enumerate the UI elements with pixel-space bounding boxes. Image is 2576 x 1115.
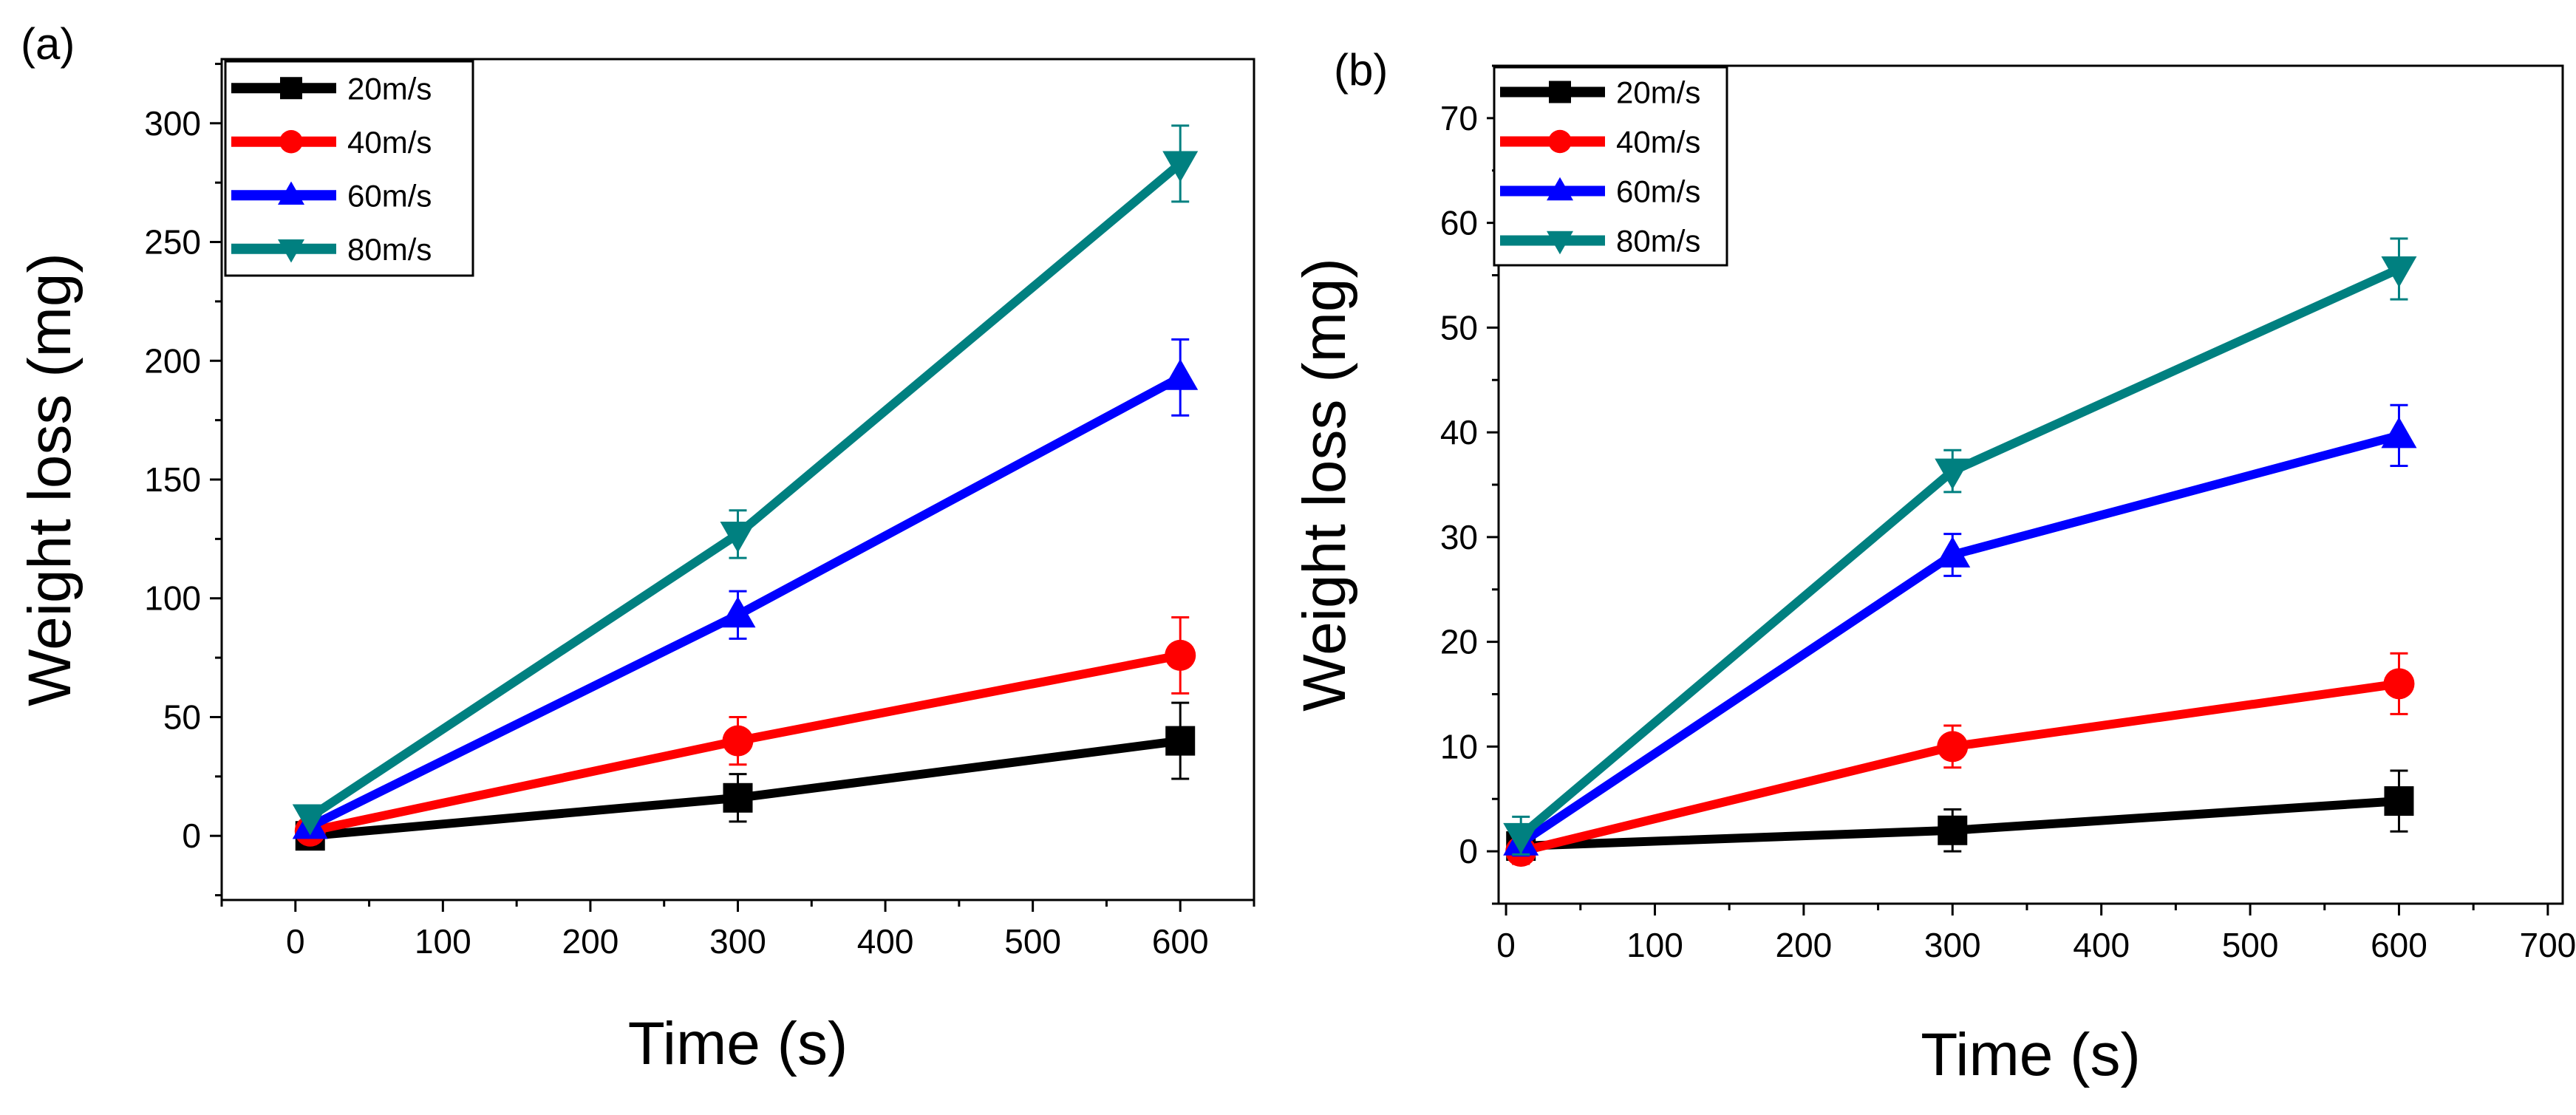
- y-tick-label: 150: [144, 460, 201, 499]
- x-tick-label: 600: [2371, 926, 2427, 964]
- data-point: [1165, 726, 1196, 756]
- x-tick-label: 600: [1152, 922, 1209, 961]
- y-axis-title: Weight loss (mg): [1291, 258, 1358, 712]
- x-tick-label: 400: [2073, 926, 2130, 964]
- x-tick-label: 300: [1924, 926, 1981, 964]
- legend-label: 80m/s: [347, 232, 432, 267]
- legend-label: 20m/s: [347, 71, 432, 106]
- data-point: [1938, 815, 1968, 845]
- data-point: [292, 804, 328, 836]
- legend: 20m/s 40m/s 60m/s 80m/s: [224, 60, 474, 277]
- x-axis-title: Time (s): [628, 1010, 848, 1077]
- data-point: [2381, 256, 2417, 287]
- chart-panel-a: (a) 0 100 200 300 400 500 600 0 50 100 150 200 250 300…: [16, 19, 1255, 1077]
- x-tick-label: 700: [2519, 926, 2576, 964]
- y-tick-label: 250: [144, 223, 201, 262]
- legend-label: 40m/s: [1616, 125, 1700, 160]
- x-tick-label: 500: [1004, 922, 1061, 961]
- data-point: [2383, 668, 2415, 700]
- y-tick-label: 200: [144, 341, 201, 380]
- x-tick-label: 400: [857, 922, 914, 961]
- y-tick-label: 50: [1440, 308, 1478, 347]
- legend-label: 80m/s: [1616, 224, 1700, 259]
- y-axis-title: Weight loss (mg): [16, 253, 84, 706]
- y-tick-label: 300: [144, 104, 201, 143]
- y-tick-label: 60: [1440, 204, 1478, 242]
- legend-marker: [1548, 129, 1572, 154]
- data-point: [1935, 536, 1971, 567]
- y-tick-label: 0: [1459, 832, 1478, 870]
- data-point: [1165, 639, 1196, 671]
- data-point: [1503, 822, 1539, 854]
- data-point: [1162, 358, 1199, 390]
- x-tick-label: 100: [1626, 926, 1683, 964]
- legend-marker: [1547, 177, 1573, 201]
- legend: 20m/s 40m/s 60m/s 80m/s: [1493, 66, 1728, 267]
- x-tick-label: 0: [1496, 926, 1516, 964]
- legend-marker: [280, 77, 302, 100]
- legend-marker: [278, 181, 304, 205]
- legend-label: 20m/s: [1616, 75, 1700, 110]
- data-point: [1162, 151, 1199, 183]
- legend-label: 60m/s: [1616, 174, 1700, 209]
- data-point: [2381, 417, 2417, 449]
- data-point: [1937, 731, 1969, 763]
- x-tick-label: 100: [415, 922, 471, 961]
- y-tick-label: 50: [163, 698, 201, 736]
- y-tick-label: 70: [1440, 99, 1478, 137]
- series-80m/s: [292, 124, 1199, 836]
- series-line: [1518, 431, 2401, 847]
- x-tick-label: 0: [286, 922, 305, 961]
- legend-label: 40m/s: [347, 125, 432, 160]
- x-tick-label: 300: [709, 922, 766, 961]
- data-point: [720, 521, 756, 553]
- y-tick-label: 40: [1440, 413, 1478, 451]
- legend-box: [1493, 66, 1728, 267]
- series-20m/s: [1506, 769, 2414, 862]
- data-point: [1935, 458, 1971, 490]
- panel-label: (a): [21, 19, 75, 69]
- panel-label: (b): [1334, 45, 1388, 95]
- y-tick-label: 100: [144, 579, 201, 618]
- data-point: [723, 782, 753, 813]
- x-tick-label: 200: [562, 922, 619, 961]
- legend-label: 60m/s: [347, 178, 432, 213]
- y-tick-label: 20: [1440, 623, 1478, 661]
- y-tick-label: 30: [1440, 518, 1478, 556]
- data-point: [720, 596, 756, 628]
- x-tick-label: 200: [1775, 926, 1832, 964]
- y-tick-label: 10: [1440, 727, 1478, 766]
- legend-marker: [279, 130, 303, 154]
- legend-box: [224, 60, 474, 277]
- series-80m/s: [1503, 237, 2417, 856]
- legend-marker: [1549, 81, 1571, 103]
- y-tick-label: 0: [182, 816, 201, 855]
- legend-marker: [1547, 231, 1573, 255]
- chart-panel-b: (b) 0 100 200 300 400 500 600 700 0 10 20 30 40 50 60 70…: [1291, 45, 2576, 1088]
- data-point: [722, 725, 754, 757]
- x-tick-label: 500: [2222, 926, 2279, 964]
- legend-marker: [278, 239, 304, 263]
- series-20m/s: [295, 701, 1196, 851]
- data-point: [2384, 786, 2414, 816]
- x-axis-title: Time (s): [1921, 1021, 2141, 1088]
